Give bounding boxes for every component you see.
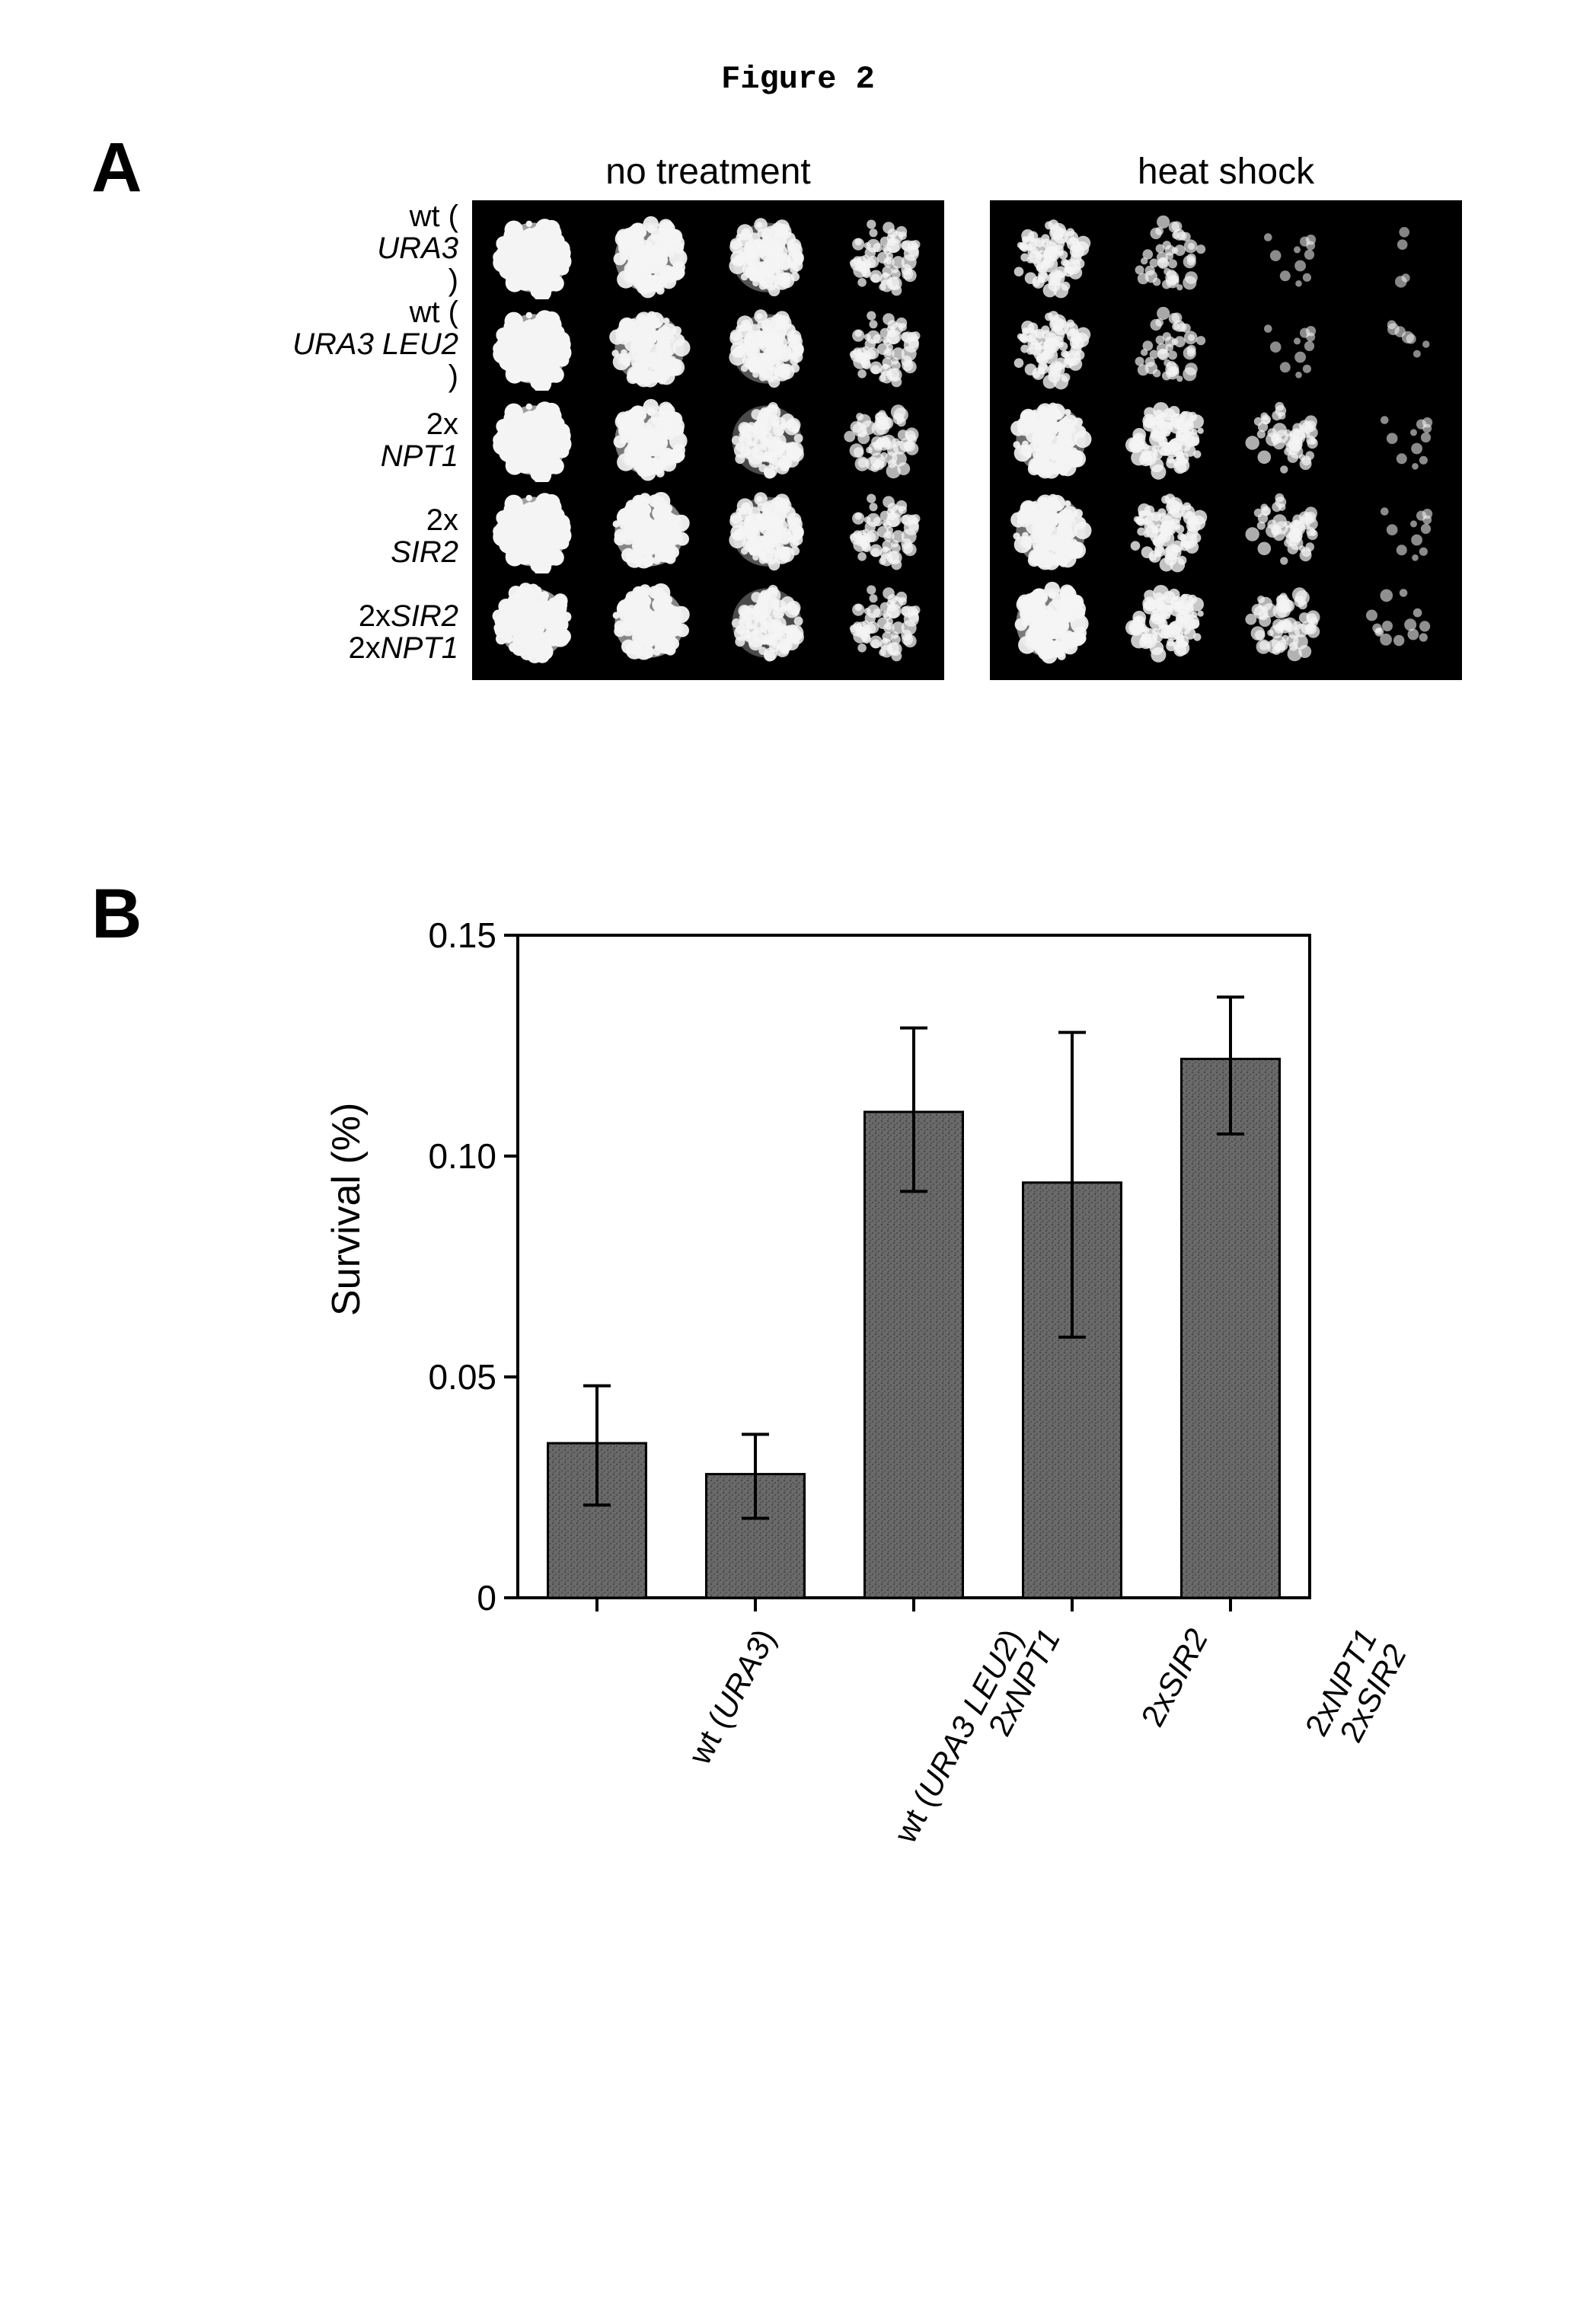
figure-title: Figure 2 [91, 61, 1505, 97]
spot [1009, 216, 1093, 299]
spot [841, 581, 925, 665]
panel-a-row-labels: wt (URA3)wt (URA3 LEU2)2xNPT12xSIR22xSIR… [259, 200, 472, 680]
spot [1009, 307, 1093, 391]
spot [1243, 490, 1326, 573]
spot [841, 490, 925, 573]
svg-text:0.15: 0.15 [428, 915, 496, 955]
spot [1359, 490, 1443, 573]
row-label: wt (URA3 LEU2) [259, 296, 458, 392]
panel-a-letter: A [91, 128, 142, 208]
spot [841, 398, 925, 482]
survival-chart: 00.050.100.15 wt (URA3)wt (URA3 LEU2)2xN… [411, 912, 1325, 1918]
spot [608, 581, 691, 665]
spot [725, 490, 809, 573]
spot [491, 216, 575, 299]
spot [491, 398, 575, 482]
spot [491, 307, 575, 391]
spot [1243, 398, 1326, 482]
svg-text:0.10: 0.10 [428, 1136, 496, 1176]
spot [608, 216, 691, 299]
spot [725, 398, 809, 482]
spot [841, 307, 925, 391]
spot [1243, 581, 1326, 665]
spot [1243, 216, 1326, 299]
spot [1359, 307, 1443, 391]
spot [491, 581, 575, 665]
spot [491, 490, 575, 573]
spot [841, 216, 925, 299]
svg-text:0.05: 0.05 [428, 1357, 496, 1397]
row-label: 2xSIR2 [259, 488, 458, 584]
row-label: wt (URA3) [259, 200, 458, 296]
spot [1359, 398, 1443, 482]
row-label: 2xNPT1 [259, 392, 458, 488]
spot [1243, 307, 1326, 391]
panel-a: A no treatment heat shock wt (URA3)wt (U… [91, 128, 1505, 798]
panel-a-header-left: no treatment [472, 151, 944, 193]
spot [1125, 307, 1209, 391]
spot [608, 490, 691, 573]
spot [1125, 216, 1209, 299]
spot [1009, 581, 1093, 665]
spot [725, 581, 809, 665]
chart-y-label: Survival (%) [324, 1103, 369, 1316]
plate-heat-shock [990, 200, 1462, 680]
spot [608, 398, 691, 482]
spot [1009, 398, 1093, 482]
spot [608, 307, 691, 391]
panel-b-letter: B [91, 874, 142, 954]
spot [1009, 490, 1093, 573]
spot [1359, 216, 1443, 299]
panel-a-header-right: heat shock [990, 151, 1462, 193]
svg-text:0: 0 [477, 1578, 496, 1618]
spot [1125, 490, 1209, 573]
spot [725, 216, 809, 299]
row-label: 2xSIR22xNPT1 [259, 584, 458, 680]
spot [1359, 581, 1443, 665]
plate-no-treatment [472, 200, 944, 680]
spot [1125, 581, 1209, 665]
spot [1125, 398, 1209, 482]
spot [725, 307, 809, 391]
